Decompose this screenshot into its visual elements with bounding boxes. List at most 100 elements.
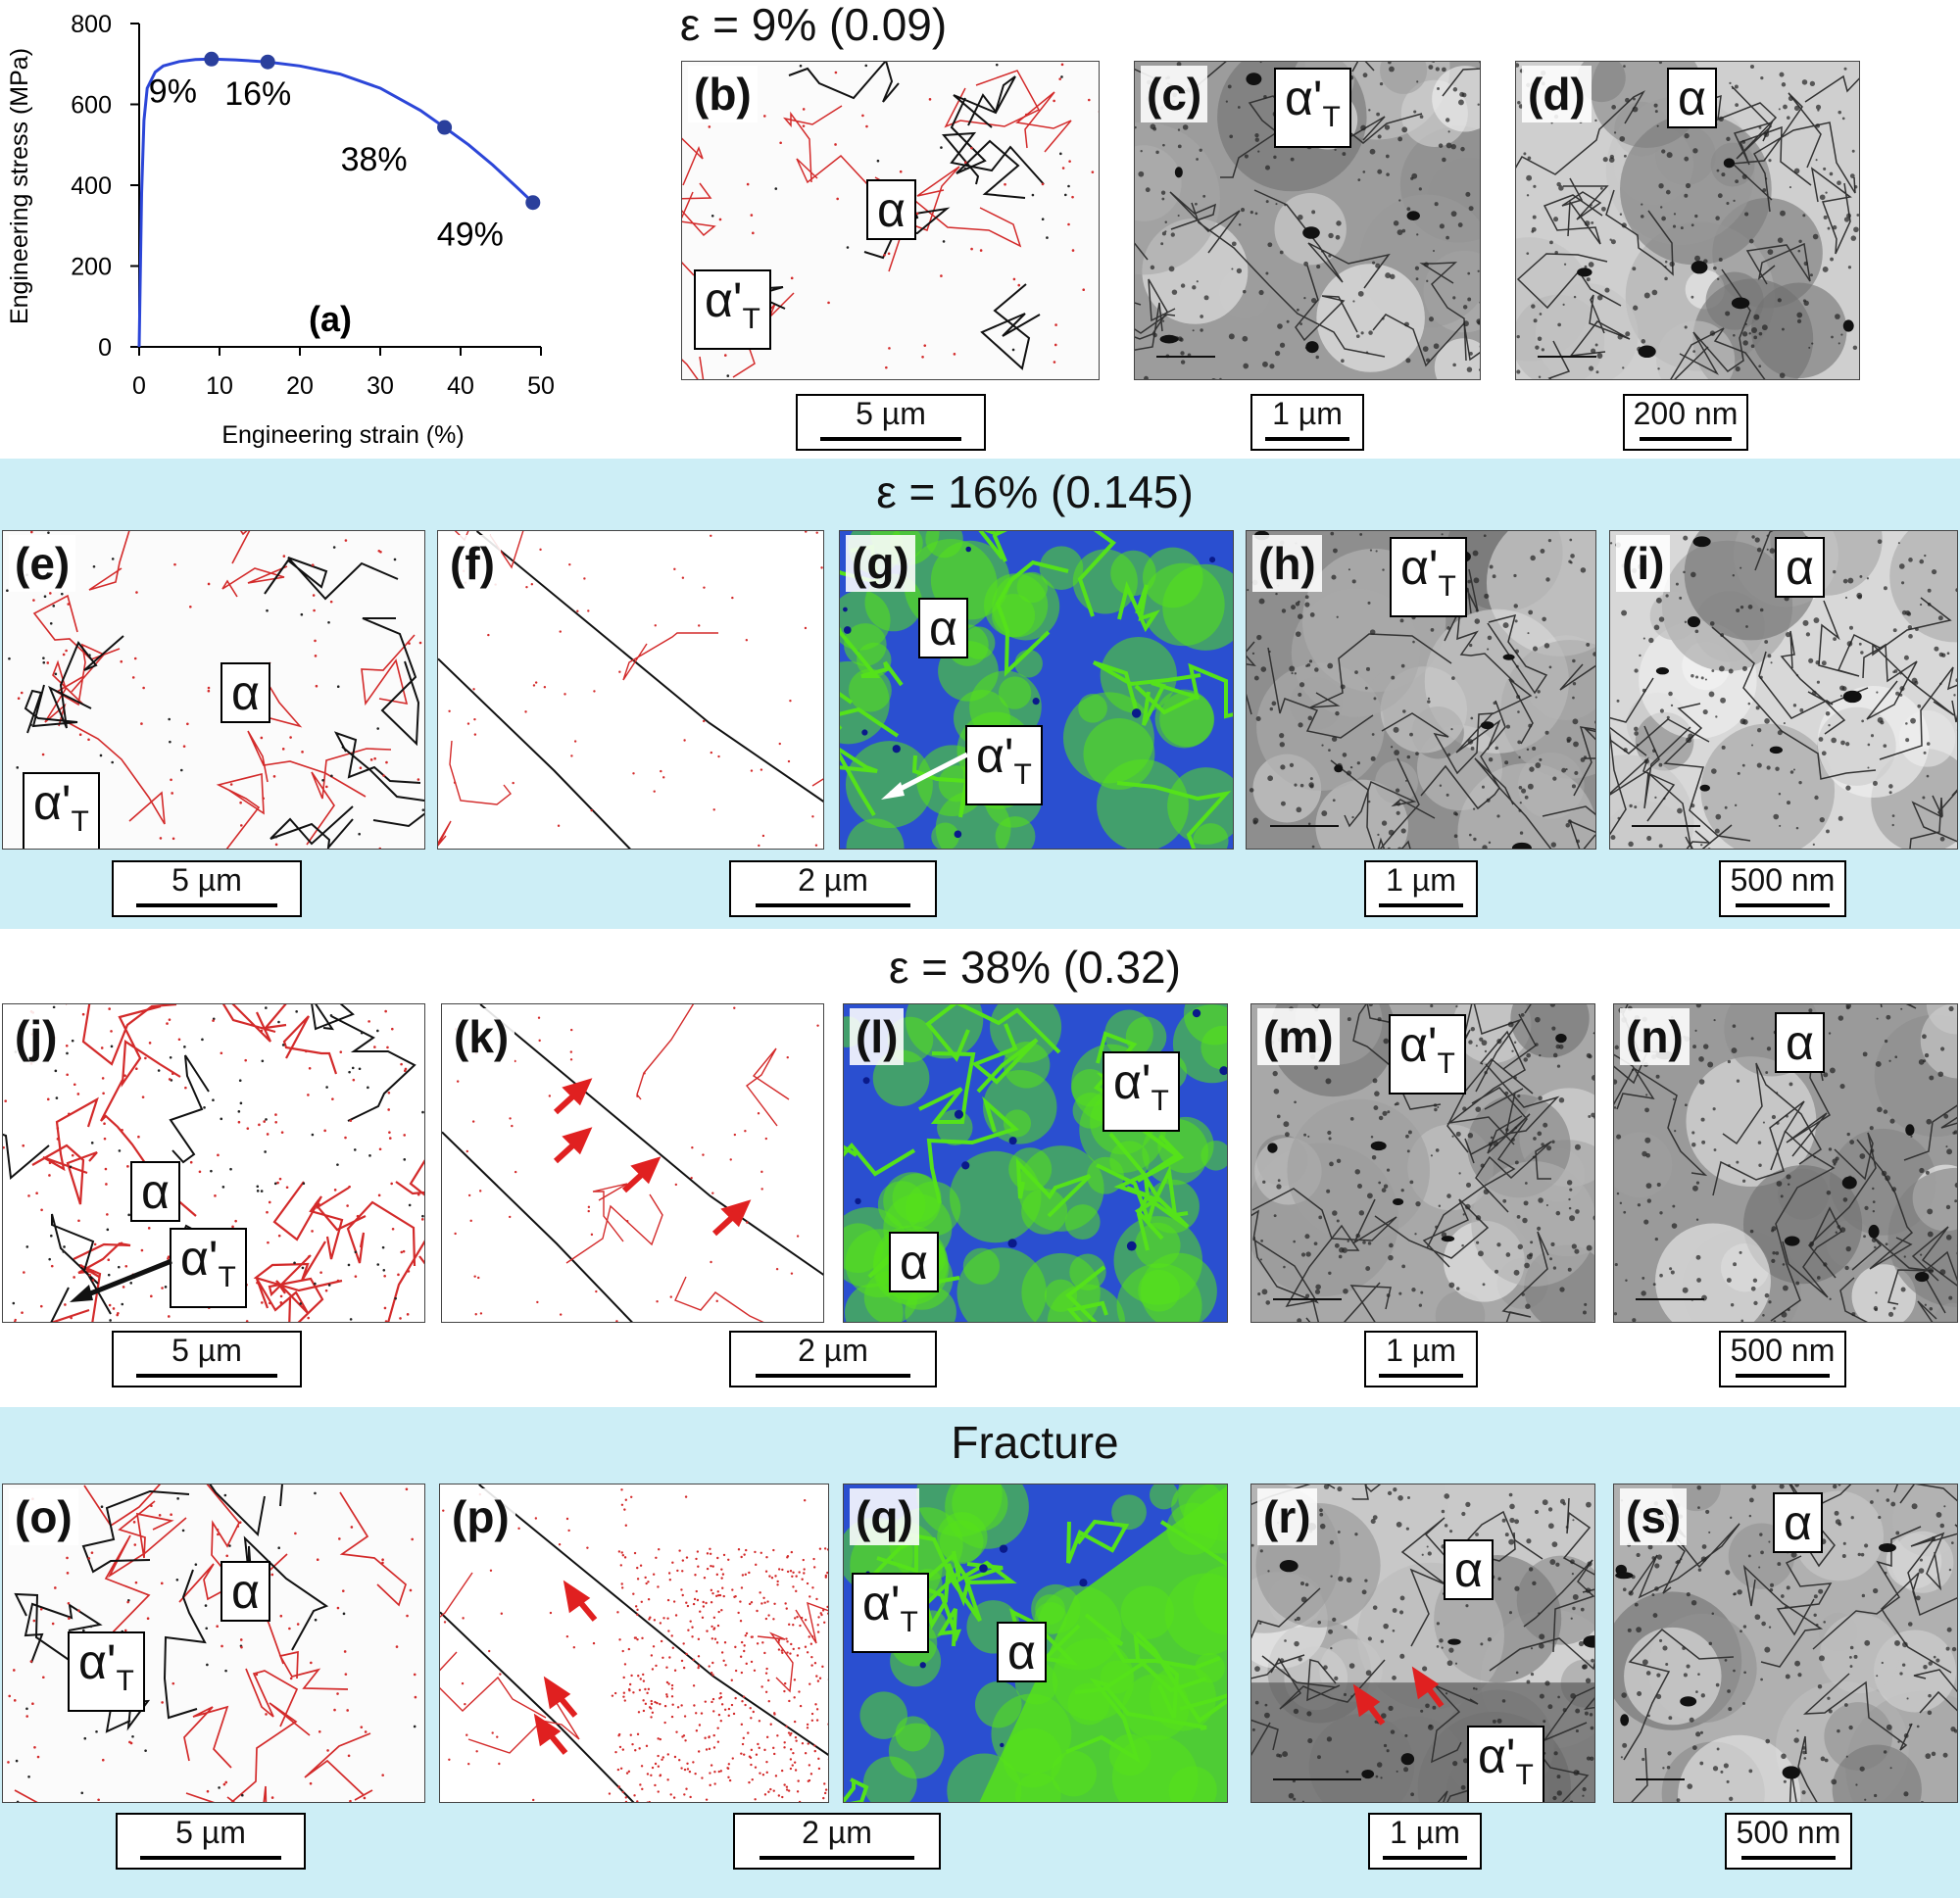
- texture-dot: [1305, 1251, 1311, 1257]
- grain-boundary: [1253, 189, 1391, 289]
- texture-dot: [363, 1796, 367, 1800]
- texture-dot: [799, 64, 803, 68]
- texture-dot: [1502, 622, 1509, 629]
- grain-boundary: [1804, 74, 1859, 103]
- texture-dot: [509, 1117, 512, 1120]
- texture-dot: [473, 733, 477, 736]
- grain-boundary: [1066, 1519, 1130, 1564]
- texture-dot: [1753, 314, 1760, 320]
- texture-dot: [270, 1796, 274, 1799]
- texture-dot: [1757, 1141, 1762, 1144]
- texture-dot: [414, 1695, 417, 1699]
- texture-dot: [1251, 1728, 1255, 1731]
- texture-dot: [1377, 169, 1383, 174]
- texture-dot: [627, 1647, 631, 1651]
- texture-dot: [1262, 361, 1268, 367]
- grain-boundary: [1077, 531, 1116, 617]
- texture-dot: [697, 1664, 701, 1668]
- tem-region: [1291, 588, 1420, 717]
- texture-dot: [1419, 115, 1424, 119]
- texture-dot: [1765, 1071, 1769, 1074]
- texture-dot: [406, 1614, 409, 1618]
- texture-dot: [1326, 1189, 1331, 1193]
- texture-dot: [1845, 785, 1851, 791]
- texture-dot: [813, 1661, 817, 1665]
- y-axis-label: Engineering stress (MPa): [6, 48, 33, 324]
- texture-dot: [1420, 1290, 1424, 1294]
- texture-dot: [792, 1647, 795, 1651]
- texture-dot: [821, 1609, 825, 1612]
- texture-dot: [1261, 1289, 1268, 1295]
- texture-dot: [1823, 167, 1827, 170]
- texture-dot: [488, 1649, 491, 1653]
- texture-dot: [1820, 1756, 1826, 1762]
- texture-dot: [1180, 360, 1186, 365]
- texture-dot: [1639, 654, 1642, 657]
- texture-dot: [1303, 1133, 1307, 1137]
- texture-dot: [1375, 1775, 1379, 1778]
- texture-dot: [1257, 1292, 1261, 1296]
- phase-alpha-text: α: [1784, 1495, 1812, 1550]
- grain-boundary: [1309, 633, 1452, 708]
- texture-dot: [1479, 301, 1480, 304]
- texture-dot: [1813, 1594, 1818, 1599]
- texture-dot: [1442, 157, 1446, 163]
- texture-dot: [1381, 1188, 1387, 1193]
- texture-dot: [1332, 1617, 1337, 1622]
- texture-dot: [923, 344, 927, 347]
- texture-dot: [1776, 1181, 1783, 1187]
- grain-boundary: [1074, 1684, 1207, 1730]
- texture-dot: [1370, 755, 1376, 761]
- texture-dot: [1888, 784, 1893, 789]
- texture-dot: [1675, 1561, 1679, 1564]
- texture-dot: [1343, 1692, 1348, 1696]
- texture-dot: [1583, 755, 1588, 759]
- texture-dot: [1135, 125, 1137, 129]
- texture-dot: [1716, 169, 1720, 172]
- texture-dot: [810, 1719, 814, 1722]
- texture-dot: [1236, 268, 1243, 274]
- texture-dot: [636, 1732, 640, 1736]
- texture-dot: [1539, 1053, 1542, 1057]
- texture-dot: [1335, 710, 1340, 716]
- texture-dot: [549, 1611, 553, 1615]
- texture-dot: [1293, 1797, 1297, 1801]
- texture-dot: [1279, 1658, 1285, 1663]
- texture-dot: [1869, 1126, 1874, 1131]
- texture-dot: [1041, 218, 1045, 221]
- grain-boundary: [905, 1579, 962, 1647]
- texture-dot: [120, 1241, 123, 1245]
- texture-dot: [1631, 1068, 1635, 1072]
- texture-dot: [1416, 233, 1419, 236]
- texture-dot: [1622, 1587, 1627, 1591]
- texture-dot: [1475, 1687, 1478, 1690]
- texture-dot: [418, 641, 422, 645]
- texture-dot: [1394, 750, 1400, 755]
- texture-dot: [1555, 1044, 1561, 1049]
- texture-dot: [1837, 180, 1841, 186]
- texture-dot: [701, 1776, 704, 1779]
- texture-dot: [42, 660, 46, 664]
- panel-g: (g) α α'T: [839, 530, 1234, 850]
- grain-boundary: [1400, 1517, 1449, 1647]
- texture-dot: [1298, 600, 1300, 604]
- texture-dot: [781, 1651, 784, 1654]
- texture-dot: [1857, 1552, 1861, 1557]
- texture-dot: [783, 1746, 786, 1749]
- texture-dot: [1538, 1095, 1543, 1100]
- texture-dot: [743, 1644, 746, 1647]
- texture-dot: [1740, 1319, 1744, 1322]
- texture-dot: [1826, 1190, 1832, 1195]
- texture-dot: [1850, 235, 1857, 241]
- texture-dot: [1258, 1622, 1262, 1626]
- grain-boundary: [622, 632, 718, 681]
- texture-dot: [1426, 1545, 1429, 1548]
- texture-dot: [87, 738, 90, 742]
- texture-dot: [1530, 1241, 1534, 1244]
- texture-dot: [1455, 1131, 1461, 1137]
- texture-dot: [1651, 1556, 1656, 1560]
- texture-dot: [1306, 1711, 1312, 1717]
- texture-dot: [1487, 1636, 1493, 1642]
- texture-dot: [698, 624, 701, 627]
- texture-dot: [1435, 1148, 1440, 1152]
